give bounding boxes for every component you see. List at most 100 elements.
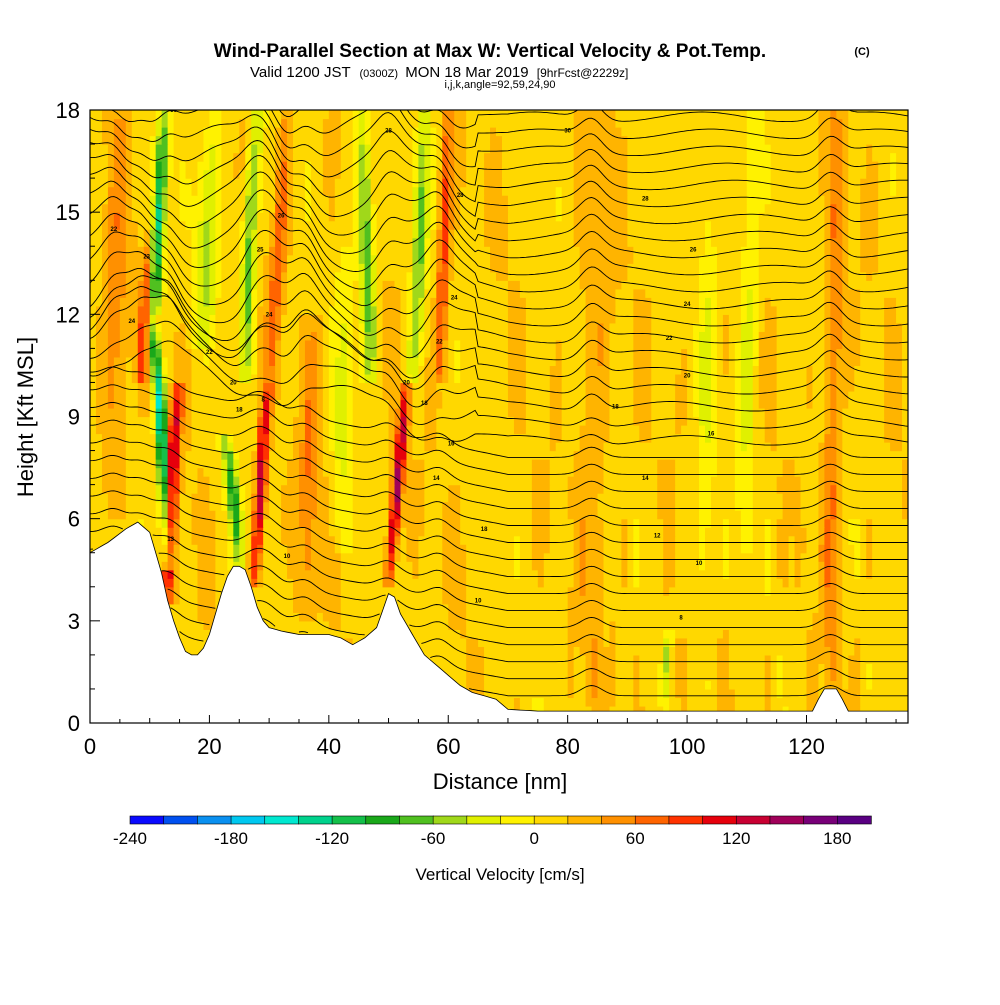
- velocity-cell: [358, 280, 366, 290]
- velocity-cell: [836, 501, 843, 511]
- velocity-cell: [251, 484, 258, 494]
- velocity-cell: [693, 365, 700, 375]
- velocity-cell: [155, 450, 163, 460]
- velocity-cell: [442, 169, 449, 179]
- velocity-cell: [352, 459, 390, 469]
- colorbar-tick-label: -60: [421, 829, 446, 848]
- velocity-cell: [90, 339, 97, 349]
- velocity-cell: [167, 195, 181, 205]
- velocity-cell: [824, 680, 843, 690]
- velocity-cell: [125, 212, 133, 222]
- velocity-cell: [633, 527, 640, 537]
- velocity-cell: [191, 288, 199, 298]
- velocity-cell: [579, 518, 587, 528]
- velocity-cell: [257, 229, 270, 239]
- velocity-cell: [263, 263, 270, 273]
- velocity-cell: [233, 510, 240, 520]
- velocity-cell: [251, 518, 258, 528]
- velocity-cell: [269, 501, 282, 511]
- velocity-cell: [836, 203, 843, 213]
- velocity-cell: [794, 552, 802, 562]
- velocity-cell: [746, 305, 754, 315]
- velocity-cell: [209, 254, 216, 264]
- velocity-cell: [257, 169, 264, 179]
- velocity-cell: [693, 322, 706, 332]
- velocity-cell: [430, 220, 437, 230]
- velocity-cell: [716, 271, 742, 281]
- velocity-cell: [149, 152, 157, 162]
- velocity-cell: [149, 407, 157, 418]
- velocity-cell: [740, 527, 754, 537]
- velocity-cell: [424, 527, 443, 537]
- velocity-cell: [454, 339, 461, 349]
- velocity-cell: [436, 305, 443, 315]
- velocity-cell: [125, 373, 133, 384]
- velocity-cell: [818, 178, 831, 188]
- velocity-cell: [585, 552, 605, 562]
- velocity-cell: [161, 586, 175, 596]
- velocity-cell: [824, 399, 831, 409]
- velocity-cell: [579, 544, 587, 554]
- velocity-cell: [101, 442, 127, 452]
- velocity-cell: [400, 297, 408, 307]
- velocity-cell: [603, 356, 611, 367]
- velocity-cell: [191, 518, 216, 528]
- velocity-cell: [896, 297, 908, 307]
- velocity-cell: [245, 135, 252, 145]
- velocity-cell: [830, 561, 837, 571]
- velocity-cell: [352, 203, 360, 213]
- velocity-cell: [448, 246, 455, 256]
- velocity-cell: [185, 161, 199, 171]
- velocity-cell: [370, 254, 378, 264]
- velocity-cell: [90, 459, 103, 469]
- velocity-cell: [316, 612, 324, 622]
- velocity-cell: [836, 484, 843, 494]
- velocity-cell: [215, 161, 222, 171]
- velocity-cell: [179, 476, 187, 486]
- velocity-cell: [376, 288, 384, 298]
- velocity-cell: [860, 697, 908, 707]
- velocity-cell: [507, 356, 527, 367]
- velocity-cell: [860, 646, 908, 656]
- velocity-cell: [406, 297, 414, 307]
- velocity-cell: [746, 135, 766, 145]
- velocity-cell: [275, 442, 294, 452]
- velocity-cell: [579, 527, 587, 537]
- velocity-cell: [442, 339, 449, 349]
- velocity-cell: [215, 288, 222, 298]
- velocity-cell: [125, 271, 145, 281]
- velocity-cell: [567, 595, 605, 605]
- velocity-cell: [143, 263, 151, 273]
- velocity-cell: [275, 348, 282, 358]
- velocity-cell: [466, 612, 569, 622]
- velocity-cell: [90, 416, 97, 426]
- velocity-cell: [287, 229, 294, 239]
- velocity-cell: [418, 203, 425, 213]
- velocity-cell: [251, 186, 258, 196]
- velocity-cell: [269, 110, 282, 120]
- velocity-cell: [615, 688, 634, 699]
- velocity-cell: [328, 433, 336, 443]
- velocity-cell: [322, 382, 330, 392]
- isentrope-label: 25: [257, 248, 264, 254]
- velocity-cell: [442, 510, 461, 520]
- velocity-cell: [143, 237, 151, 247]
- velocity-cell: [364, 331, 378, 341]
- velocity-cell: [687, 646, 718, 656]
- velocity-cell: [507, 322, 527, 332]
- velocity-cell: [155, 501, 163, 511]
- velocity-cell: [90, 220, 103, 230]
- velocity-cell: [400, 433, 408, 443]
- velocity-cell: [90, 493, 109, 503]
- velocity-cell: [722, 518, 730, 528]
- velocity-cell: [394, 476, 402, 486]
- velocity-cell: [95, 339, 109, 349]
- velocity-cell: [824, 578, 831, 588]
- velocity-cell: [334, 459, 342, 469]
- velocity-cell: [275, 135, 282, 145]
- velocity-cell: [334, 501, 354, 511]
- velocity-cell: [137, 339, 145, 349]
- velocity-cell: [442, 331, 449, 341]
- velocity-cell: [460, 220, 485, 230]
- velocity-cell: [549, 501, 569, 511]
